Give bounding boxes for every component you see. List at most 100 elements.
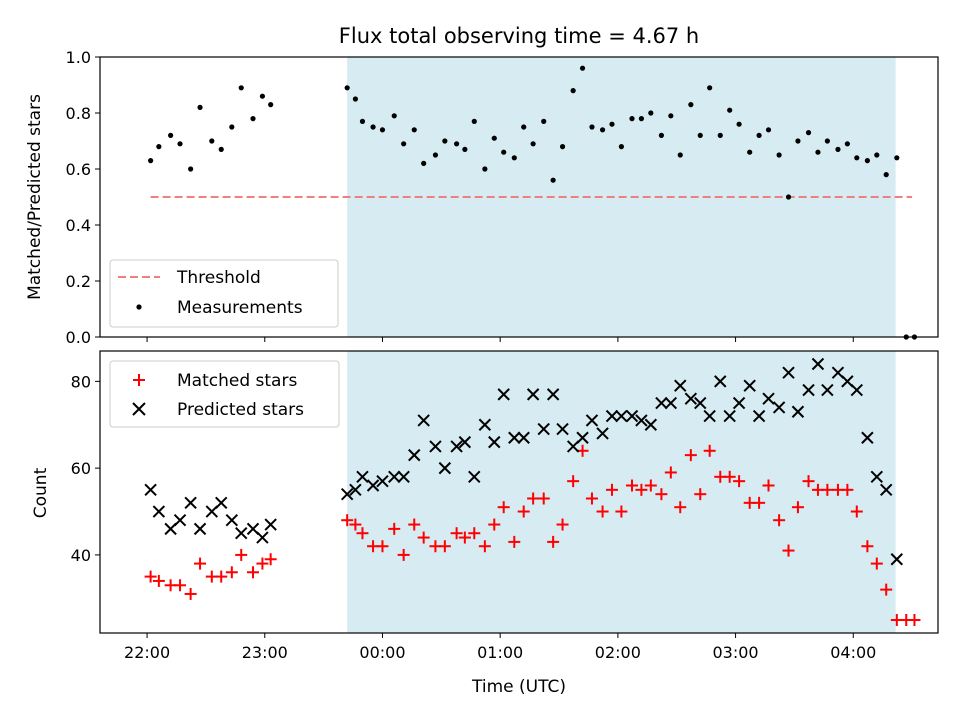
matched-stars-point <box>349 518 362 531</box>
measurement-point <box>854 155 860 161</box>
legend-measurements-label: Measurements <box>177 298 303 318</box>
predicted-stars-point <box>615 409 628 423</box>
matched-stars-point <box>664 466 677 479</box>
measurement-point <box>482 166 488 172</box>
matched-stars-point <box>341 514 354 527</box>
predicted-stars-point <box>850 383 863 397</box>
predicted-stars-point <box>684 392 698 405</box>
predicted-stars-point <box>605 409 619 423</box>
legend-frame <box>109 259 339 328</box>
predicted-stars-point <box>497 388 510 401</box>
matched-stars-point <box>256 557 269 570</box>
predicted-stars-point <box>193 522 207 536</box>
predicted-stars-point <box>376 474 389 488</box>
measurement-point <box>776 152 782 158</box>
predicted-stars-point <box>450 440 463 453</box>
matched-stars-point <box>861 540 874 553</box>
measurement-point <box>401 141 407 147</box>
predicted-stars-point <box>644 418 658 431</box>
measurement-point <box>491 135 497 141</box>
predicted-stars-point <box>397 470 410 484</box>
matched-stars-point <box>174 579 187 592</box>
matched-stars-point <box>880 583 893 596</box>
measurement-point <box>765 127 772 133</box>
predicted-stars-point <box>880 483 893 497</box>
measurement-point <box>462 146 468 152</box>
matched-stars-point <box>247 566 260 579</box>
matched-stars-point <box>508 535 521 548</box>
y-tick-label: 1.0 <box>66 48 91 67</box>
legend-matched-swatch <box>133 374 145 386</box>
axes-frame <box>99 350 939 634</box>
measurement-point <box>599 127 606 133</box>
legend-predicted-label: Predicted stars <box>177 400 304 420</box>
predicted-stars-point <box>743 379 756 392</box>
predicted-stars-point <box>417 414 430 427</box>
matched-stars-point <box>585 492 598 505</box>
predicted-stars-point <box>340 487 354 501</box>
predicted-stars-point <box>152 505 166 518</box>
legend-matched-label: Matched stars <box>177 371 297 391</box>
predicted-stars-point <box>782 366 795 379</box>
x-tick-label: 03:00 <box>713 643 759 662</box>
predicted-stars-point <box>664 396 678 410</box>
measurement-point <box>511 155 517 161</box>
predicted-stars-point <box>674 379 687 392</box>
predicted-stars-point <box>802 383 815 397</box>
matched-stars-point <box>870 557 883 570</box>
measurement-point <box>658 132 665 138</box>
measurement-point <box>530 141 536 147</box>
predicted-stars-point <box>811 357 825 371</box>
matched-stars-point <box>517 505 530 518</box>
predicted-stars-point <box>861 431 874 444</box>
matched-stars-point <box>615 505 628 518</box>
matched-stars-point <box>773 514 786 527</box>
predicted-stars-point <box>408 448 421 462</box>
measurement-point <box>883 172 889 178</box>
matched-stars-point <box>567 475 580 488</box>
matched-stars-point <box>703 444 716 457</box>
axes-frame <box>99 56 939 338</box>
predicted-stars-point <box>596 427 609 440</box>
predicted-stars-point <box>256 531 269 544</box>
y-tick-label: 80 <box>71 372 91 391</box>
legend-measurements-swatch <box>136 304 142 310</box>
predicted-stars-point <box>235 527 248 540</box>
y-axis-label-ratio: Matched/Predicted stars <box>25 94 45 300</box>
matched-stars-point <box>376 540 389 553</box>
predicted-stars-point <box>215 496 228 510</box>
matched-stars-point <box>605 483 618 496</box>
matched-stars-point <box>478 540 491 553</box>
predicted-stars-point <box>144 483 157 497</box>
measurement-point <box>541 118 547 124</box>
matched-stars-point <box>417 531 430 544</box>
matched-stars-point <box>408 518 421 531</box>
measurement-point <box>521 124 527 130</box>
x-tick-label: 04:00 <box>830 643 876 662</box>
predicted-stars-point <box>184 496 197 510</box>
measurement-point <box>795 138 801 144</box>
predicted-stars-point <box>458 435 472 449</box>
ratio-panel: 0.0 0.2 0.4 0.6 0.8 1.0 <box>66 48 939 347</box>
measurement-point <box>747 149 753 155</box>
matched-stars-point <box>694 488 707 501</box>
predicted-stars-point <box>537 422 550 436</box>
predicted-stars-point <box>635 414 648 427</box>
matched-stars-point <box>644 479 657 492</box>
matched-stars-point <box>596 505 609 518</box>
matched-stars-point <box>438 540 451 553</box>
measurement-point <box>697 132 703 138</box>
measurement-point <box>609 121 615 127</box>
measurement-point <box>707 85 713 91</box>
measurement-point <box>421 160 427 166</box>
legend-threshold-label: Threshold <box>176 268 261 288</box>
measurement-point <box>805 130 812 136</box>
measurement-point <box>197 104 203 110</box>
predicted-stars-point <box>173 513 187 527</box>
measurement-point <box>352 96 359 102</box>
measurement-point <box>188 166 194 172</box>
measurement-point <box>501 149 507 155</box>
matched-stars-point <box>356 527 369 540</box>
y-axis-label-count: Count <box>31 467 51 518</box>
measurement-point <box>391 113 397 119</box>
